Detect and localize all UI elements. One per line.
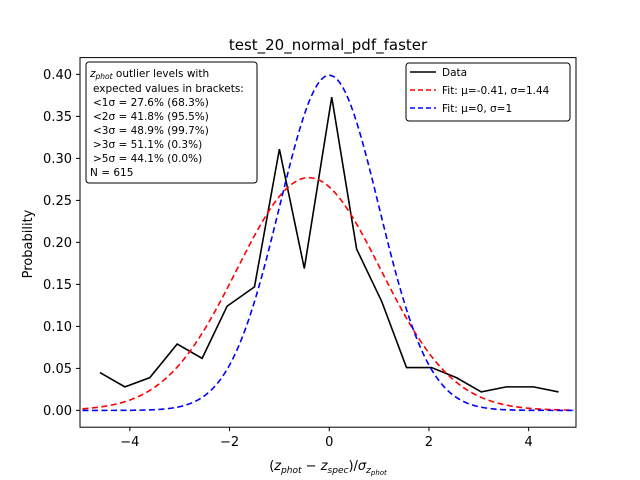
y-tick-label: 0.35 <box>43 110 72 125</box>
x-tick-label: 0 <box>325 435 333 450</box>
legend-label-standard: Fit: μ=0, σ=1 <box>442 103 512 115</box>
series-line-gaussian <box>82 74 574 412</box>
y-tick-label: 0.00 <box>43 404 72 419</box>
stats-line: <1σ = 27.6% (68.3%) <box>93 97 209 109</box>
y-tick-label: 0.15 <box>43 278 72 293</box>
y-axis: 0.00 0.05 0.10 0.15 0.20 0.25 0.30 0.35 0.40 <box>43 68 80 419</box>
stats-line: <2σ = 41.8% (95.5%) <box>93 111 209 123</box>
stats-box: zphot outlier levels with expected value… <box>85 61 258 184</box>
chart-title: test_20_normal_pdf_faster <box>229 36 428 55</box>
legend-label-data: Data <box>442 67 467 79</box>
x-tick-label: 2 <box>425 435 433 450</box>
y-tick-label: 0.25 <box>43 194 72 209</box>
y-tick-label: 0.30 <box>43 152 72 167</box>
series-line-data <box>99 96 559 393</box>
legend: Data Fit: μ=-0.41, σ=1.44 Fit: μ=0, σ=1 <box>405 62 571 122</box>
x-axis: −4 −2 0 2 4 <box>120 427 533 450</box>
stats-line: expected values in brackets: <box>93 83 244 95</box>
series-layer <box>82 74 574 412</box>
y-tick-label: 0.40 <box>43 68 72 83</box>
stats-line: >3σ = 51.1% (0.3%) <box>93 139 202 151</box>
stats-line: N = 615 <box>90 167 133 179</box>
y-tick-label: 0.10 <box>43 320 72 335</box>
series-line-gaussian <box>82 176 574 411</box>
y-tick-label: 0.20 <box>43 236 72 251</box>
x-tick-label: 4 <box>525 435 533 450</box>
legend-label-fit: Fit: μ=-0.41, σ=1.44 <box>442 85 550 97</box>
stats-line: zphot outlier levels with <box>89 68 209 81</box>
x-tick-label: −2 <box>220 435 239 450</box>
y-tick-label: 0.05 <box>43 362 72 377</box>
stats-line: <3σ = 48.9% (99.7%) <box>93 125 209 137</box>
stats-line: >5σ = 44.1% (0.0%) <box>93 153 202 165</box>
x-tick-label: −4 <box>120 435 139 450</box>
x-axis-title: (zphot − zspec)/σzphot <box>269 459 387 477</box>
y-axis-title: Probability <box>21 209 36 278</box>
